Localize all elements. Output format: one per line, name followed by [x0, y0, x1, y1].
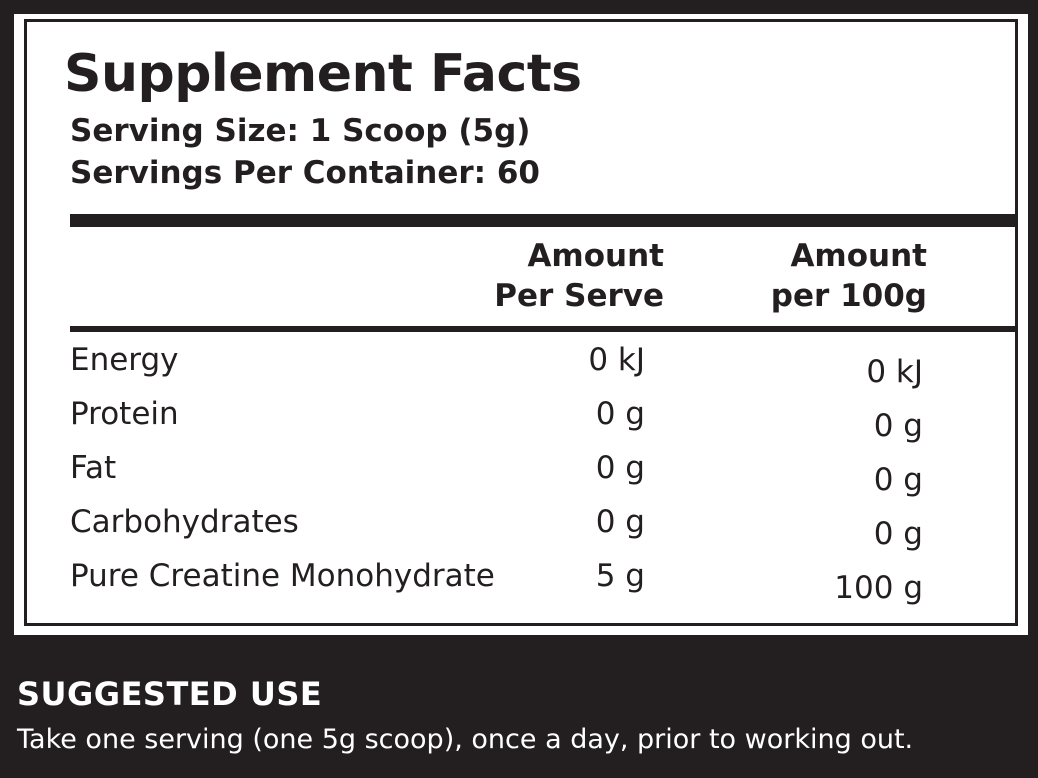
nutrient-per-serve: 5 g: [595, 558, 645, 594]
column-header-per-serve: Amount Per Serve: [494, 236, 664, 316]
column-header-per-100g-line1: Amount: [790, 238, 927, 274]
nutrient-per-100g: 0 g: [873, 408, 923, 444]
nutrient-name: Pure Creatine Monohydrate: [70, 558, 495, 594]
nutrient-per-serve: 0 kJ: [588, 342, 645, 378]
nutrient-per-serve: 0 g: [595, 396, 645, 432]
column-header-per-100g: Amount per 100g: [771, 236, 927, 316]
nutrient-per-serve: 0 g: [595, 450, 645, 486]
supplement-facts-border: Supplement Facts Serving Size: 1 Scoop (…: [24, 19, 1018, 626]
nutrient-per-100g: 0 kJ: [866, 354, 923, 390]
column-header-per-100g-line2: per 100g: [770, 278, 927, 314]
nutrient-name: Carbohydrates: [70, 504, 299, 540]
servings-per-container: Servings Per Container: 60: [70, 155, 540, 191]
label-title: Supplement Facts: [64, 44, 582, 104]
nutrient-name: Protein: [70, 396, 179, 432]
serving-size: Serving Size: 1 Scoop (5g): [70, 113, 531, 149]
supplement-facts-panel: Supplement Facts Serving Size: 1 Scoop (…: [14, 14, 1028, 635]
thick-divider: [70, 214, 1018, 227]
nutrient-row: Protein 0 g 0 g: [27, 396, 1015, 446]
suggested-use-heading: SUGGESTED USE: [17, 675, 323, 713]
nutrient-per-serve: 0 g: [595, 504, 645, 540]
column-header-per-serve-line1: Amount: [527, 238, 664, 274]
nutrient-row: Fat 0 g 0 g: [27, 450, 1015, 500]
nutrient-per-100g: 0 g: [873, 516, 923, 552]
nutrient-per-100g: 0 g: [873, 462, 923, 498]
nutrient-row: Energy 0 kJ 0 kJ: [27, 342, 1015, 392]
nutrient-row: Pure Creatine Monohydrate 5 g 100 g: [27, 558, 1015, 608]
header-divider: [70, 326, 1018, 332]
nutrient-row: Carbohydrates 0 g 0 g: [27, 504, 1015, 554]
suggested-use-text: Take one serving (one 5g scoop), once a …: [17, 724, 914, 755]
nutrient-name: Energy: [70, 342, 179, 378]
nutrient-per-100g: 100 g: [834, 570, 923, 606]
column-header-per-serve-line2: Per Serve: [494, 278, 664, 314]
nutrient-name: Fat: [70, 450, 117, 486]
